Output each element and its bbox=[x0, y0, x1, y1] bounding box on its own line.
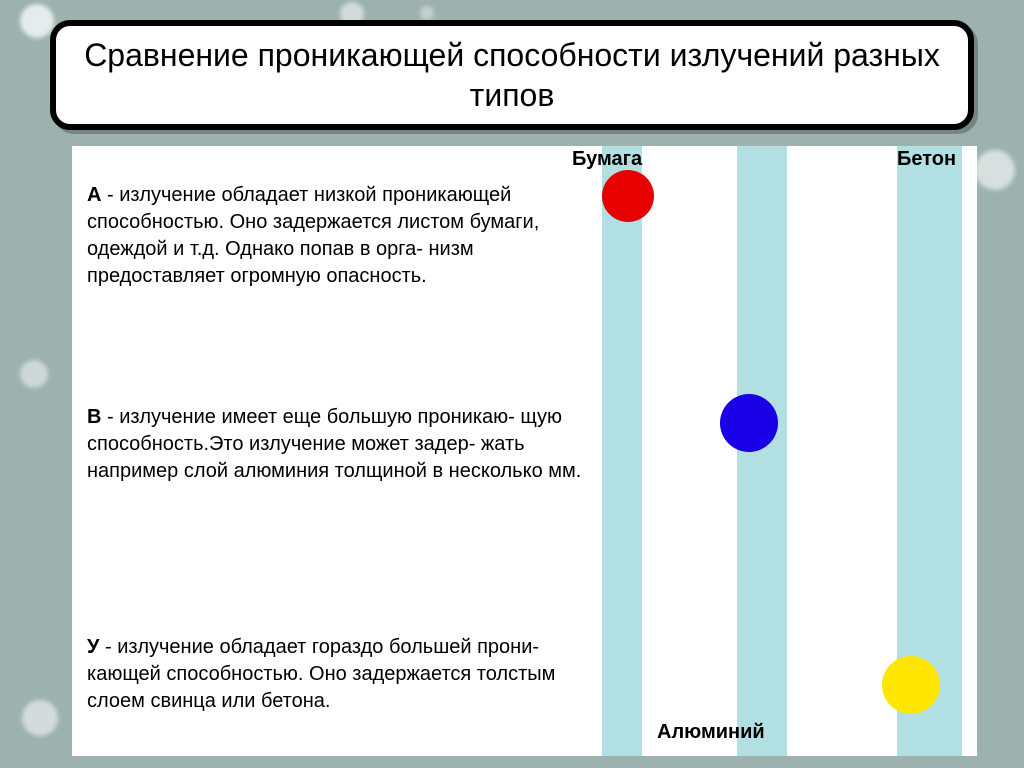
deco-blob bbox=[20, 360, 48, 388]
deco-blob bbox=[20, 4, 54, 38]
barrier-label-aluminum: Алюминий bbox=[657, 721, 765, 744]
lead-beta: В bbox=[87, 406, 101, 428]
desc-alpha: А - излучение обладает низкой проникающе… bbox=[87, 182, 597, 290]
text-beta: - излучение имеет еще большую проникаю- … bbox=[87, 406, 581, 482]
particle-gamma-icon bbox=[882, 656, 940, 714]
barrier-label-concrete: Бетон bbox=[897, 148, 956, 171]
content-panel: Бумага Бетон А - излучение обладает низк… bbox=[72, 146, 977, 756]
barrier-paper bbox=[602, 146, 642, 756]
desc-beta: В - излучение имеет еще большую проникаю… bbox=[87, 404, 597, 485]
page-title: Сравнение проникающей способности излуче… bbox=[56, 35, 968, 115]
lead-alpha: А bbox=[87, 184, 101, 206]
deco-blob bbox=[22, 700, 58, 736]
particle-beta-icon bbox=[720, 394, 778, 452]
deco-blob bbox=[975, 150, 1015, 190]
lead-gamma: У bbox=[87, 636, 99, 658]
text-alpha: - излучение обладает низкой проникающей … bbox=[87, 184, 539, 287]
deco-blob bbox=[420, 6, 434, 20]
desc-gamma: У - излучение обладает гораздо большей п… bbox=[87, 634, 597, 715]
barrier-label-paper: Бумага bbox=[572, 148, 642, 171]
text-gamma: - излучение обладает гораздо большей про… bbox=[87, 636, 555, 712]
particle-alpha-icon bbox=[602, 170, 654, 222]
title-frame: Сравнение проникающей способности излуче… bbox=[50, 20, 974, 130]
